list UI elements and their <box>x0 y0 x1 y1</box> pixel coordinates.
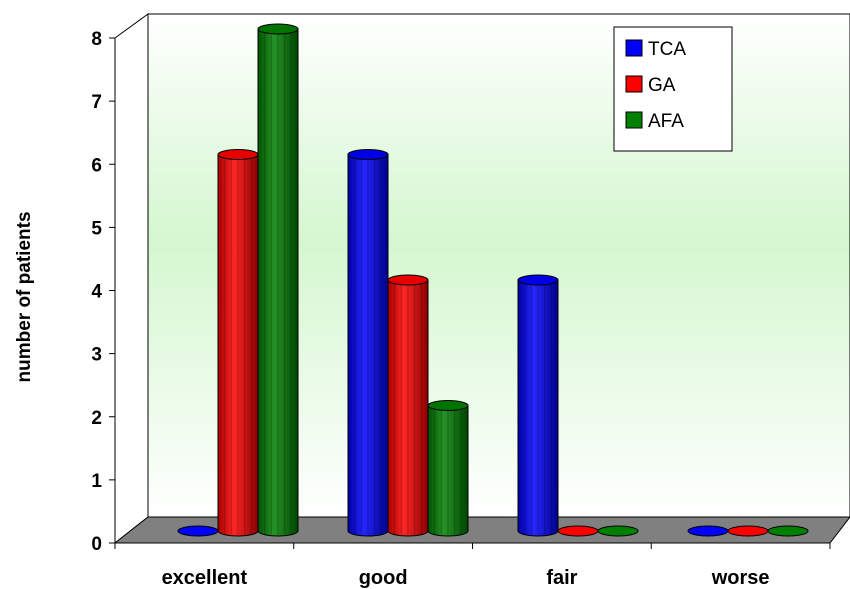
y-tick-label: 0 <box>91 534 102 555</box>
y-tick-label: 5 <box>91 218 102 239</box>
x-tick-label: worse <box>711 567 770 589</box>
bar-cap <box>517 274 559 286</box>
bar-cap <box>427 400 469 411</box>
legend-label: TCA <box>648 39 686 60</box>
bar <box>597 525 639 537</box>
y-axis-title: number of patients <box>14 211 35 382</box>
bar-cap <box>597 525 639 537</box>
y-tick-label: 7 <box>91 92 102 113</box>
legend-label: AFA <box>648 111 684 132</box>
y-tick-label: 6 <box>91 155 102 176</box>
bar-cap <box>727 525 769 537</box>
bar-body <box>427 405 469 537</box>
legend-swatch <box>625 75 643 93</box>
y-axis: 0 1 2 3 4 5 6 7 8 excellent good fair worse <box>91 29 831 589</box>
x-tick-label: fair <box>546 567 577 589</box>
bar-body <box>257 28 299 537</box>
y-tick-label: 3 <box>91 345 102 366</box>
legend-swatch <box>625 39 643 57</box>
y-tick-label: 4 <box>91 282 102 303</box>
bar-cap <box>217 149 259 160</box>
y-tick-label: 8 <box>91 29 102 50</box>
bar <box>177 525 219 537</box>
bar <box>257 23 299 537</box>
y-tick-label: 1 <box>91 471 102 492</box>
bar <box>517 274 559 537</box>
bar <box>427 400 469 537</box>
bar <box>767 525 809 537</box>
bar-cap <box>767 525 809 537</box>
bar <box>387 274 429 537</box>
x-tick-label: excellent <box>162 567 248 589</box>
bar <box>347 149 389 537</box>
bar-cap <box>257 23 299 35</box>
bars <box>177 23 809 537</box>
legend: TCA GA AFA <box>613 26 733 152</box>
bar <box>557 525 599 537</box>
legend-label: GA <box>648 75 676 96</box>
bar-cap <box>687 525 729 537</box>
bar <box>687 525 729 537</box>
bar <box>727 525 769 537</box>
legend-swatch <box>625 111 643 129</box>
bar-cap <box>177 525 219 537</box>
bar-cap <box>387 274 429 286</box>
bar-cap <box>347 149 389 160</box>
side-wall <box>114 13 149 545</box>
y-tick-label: 2 <box>91 408 102 429</box>
x-tick-label: good <box>359 567 408 589</box>
bar-cap <box>557 525 599 537</box>
bar <box>217 149 259 537</box>
